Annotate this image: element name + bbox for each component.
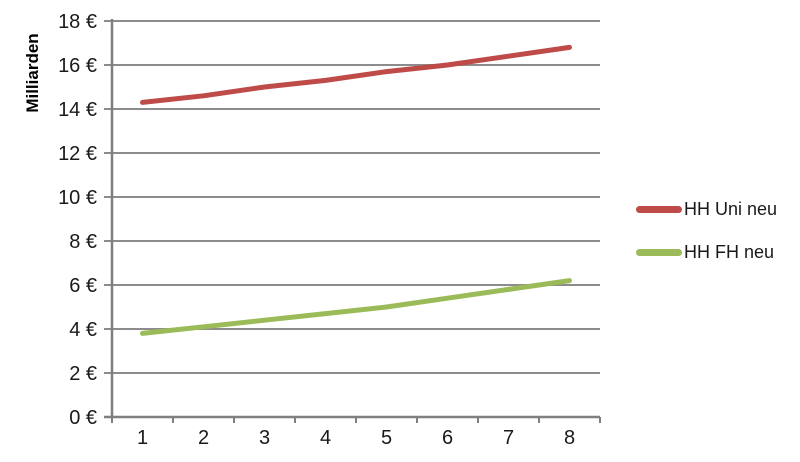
legend-label-fh: HH FH neu [684,242,775,262]
y-tick-label: 0 € [69,407,97,429]
y-tick-label: 18 € [58,11,97,33]
legend-item-fh: HH FH neu [636,240,777,264]
legend: HH Uni neu HH FH neu [636,197,777,283]
y-tick-label: 2 € [69,363,97,385]
x-tick-label: 4 [320,427,331,449]
y-tick-label: 16 € [58,55,97,77]
y-tick-label: 6 € [69,275,97,297]
x-tick-label: 3 [259,427,270,449]
legend-item-uni: HH Uni neu [636,197,777,221]
series-line-1 [140,278,572,336]
y-tick-label: 8 € [69,231,97,253]
y-tick-label: 4 € [69,319,97,341]
y-tick-label: 14 € [58,99,97,121]
y-tick-label: 10 € [58,187,97,209]
legend-swatch-uni-icon [636,205,682,213]
x-tick-label: 2 [198,427,209,449]
x-tick-label: 7 [503,427,514,449]
series-line-0 [140,44,572,105]
legend-label-uni: HH Uni neu [684,199,778,219]
x-tick-label: 5 [381,427,392,449]
legend-swatch-fh-icon [636,248,682,256]
x-tick-label: 1 [137,427,148,449]
x-tick-label: 6 [442,427,453,449]
y-tick-label: 12 € [58,143,97,165]
x-tick-label: 8 [564,427,575,449]
